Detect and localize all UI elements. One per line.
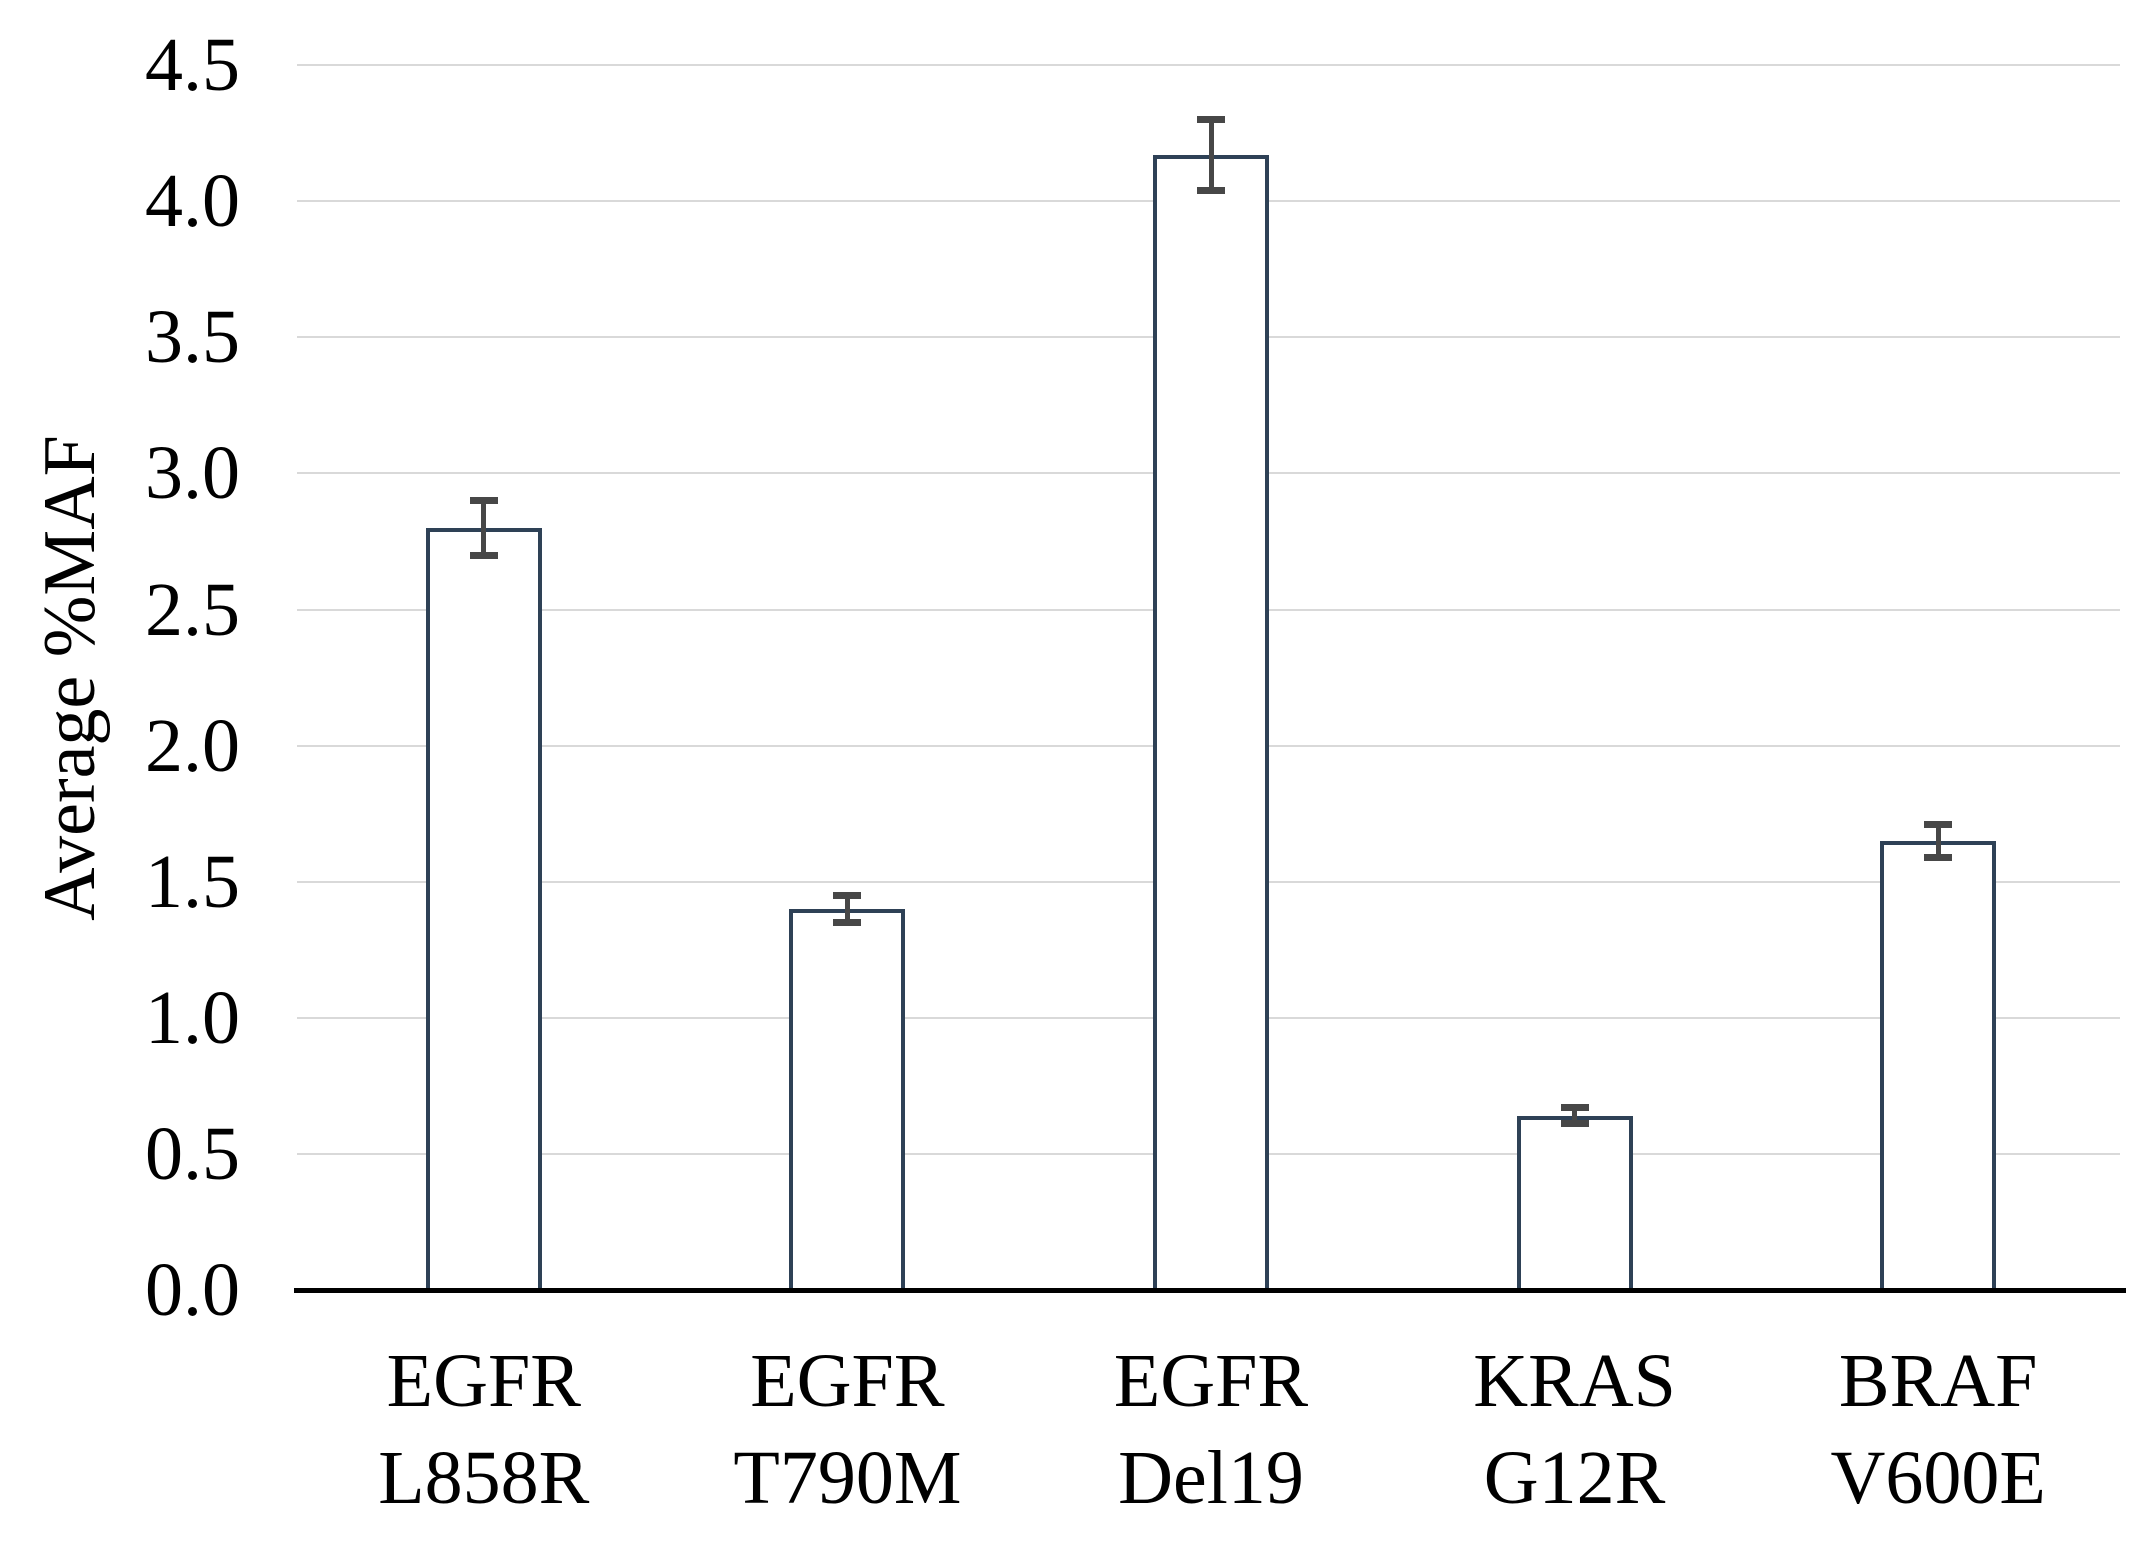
error-bar-cap — [833, 919, 862, 927]
x-axis-line — [294, 1288, 2126, 1293]
error-bar-cap — [1924, 821, 1953, 829]
x-category-label: KRAS G12R — [1473, 1339, 1676, 1520]
error-bar-line — [1572, 1107, 1578, 1124]
bar-egfr-t790m — [789, 908, 906, 1290]
error-bar-cap — [833, 891, 862, 899]
error-bar-line — [1935, 824, 1941, 858]
y-tick-label: 4.0 — [145, 159, 240, 244]
y-tick-label: 1.5 — [145, 839, 240, 924]
error-bar-cap — [1197, 186, 1225, 194]
y-tick-label: 2.5 — [145, 567, 240, 652]
y-tick-label: 3.0 — [145, 431, 240, 516]
error-bar-cap — [469, 497, 498, 505]
x-category-label: EGFR Del19 — [1113, 1339, 1309, 1520]
bar-kras-g12r — [1516, 1115, 1633, 1290]
error-bar-line — [481, 500, 487, 556]
gridline — [297, 64, 2120, 67]
error-bar-cap — [1560, 1104, 1589, 1112]
error-bar-cap — [1197, 116, 1225, 124]
bar-egfr-l858r — [425, 527, 542, 1290]
bar-egfr-del19 — [1153, 154, 1269, 1290]
error-bar-cap — [1924, 853, 1953, 861]
y-tick-label: 1.0 — [145, 975, 240, 1060]
error-bar-cap — [1560, 1120, 1589, 1128]
error-bar-line — [1208, 119, 1214, 191]
x-category-label: EGFR L858R — [378, 1339, 590, 1520]
y-tick-label: 3.5 — [145, 295, 240, 380]
bar-braf-v600e — [1880, 840, 1997, 1290]
error-bar-line — [844, 895, 850, 923]
y-tick-label: 0.5 — [145, 1111, 240, 1196]
y-tick-label: 2.0 — [145, 703, 240, 788]
y-tick-label: 0.0 — [145, 1248, 240, 1332]
x-category-label: BRAF V600E — [1830, 1339, 2046, 1520]
error-bar-cap — [469, 551, 498, 559]
y-tick-label: 4.5 — [145, 23, 240, 108]
y-axis-title: Average %MAF — [29, 435, 111, 921]
x-category-label: EGFR T790M — [733, 1339, 962, 1520]
